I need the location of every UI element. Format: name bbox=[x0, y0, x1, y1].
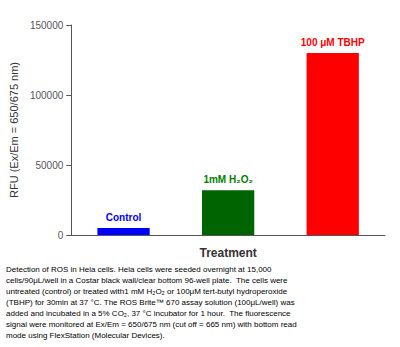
svg-text:50000: 50000 bbox=[35, 160, 63, 171]
svg-text:100 μM TBHP: 100 μM TBHP bbox=[301, 37, 365, 48]
svg-text:(TBHP) for 30min at 37 °C. The: (TBHP) for 30min at 37 °C. The ROS Brite… bbox=[6, 298, 295, 307]
svg-text:100000: 100000 bbox=[30, 90, 64, 101]
svg-text:Treatment: Treatment bbox=[199, 246, 256, 260]
svg-text:RFU (Ex/Em = 650/675 nm): RFU (Ex/Em = 650/675 nm) bbox=[8, 62, 20, 198]
svg-text:0: 0 bbox=[58, 230, 64, 241]
svg-text:Control: Control bbox=[106, 212, 142, 223]
svg-text:signal were monitored at Ex/Em: signal were monitored at Ex/Em = 650/675… bbox=[6, 320, 297, 329]
svg-text:1mM H₂O₂: 1mM H₂O₂ bbox=[203, 174, 252, 185]
svg-text:added and incubated in a 5% CO: added and incubated in a 5% CO₂, 37 °C i… bbox=[6, 309, 291, 318]
svg-text:Detection of ROS in Hela cells: Detection of ROS in Hela cells. Hela cel… bbox=[6, 265, 272, 274]
svg-text:150000: 150000 bbox=[30, 20, 64, 31]
svg-text:mode using FlexStation (Molecu: mode using FlexStation (Molecular Device… bbox=[6, 331, 165, 340]
svg-text:untreated (control) or treated: untreated (control) or treated with1 mM … bbox=[6, 287, 288, 296]
svg-text:cells/90μL/well in a Costar bl: cells/90μL/well in a Costar black wall/c… bbox=[6, 276, 288, 285]
